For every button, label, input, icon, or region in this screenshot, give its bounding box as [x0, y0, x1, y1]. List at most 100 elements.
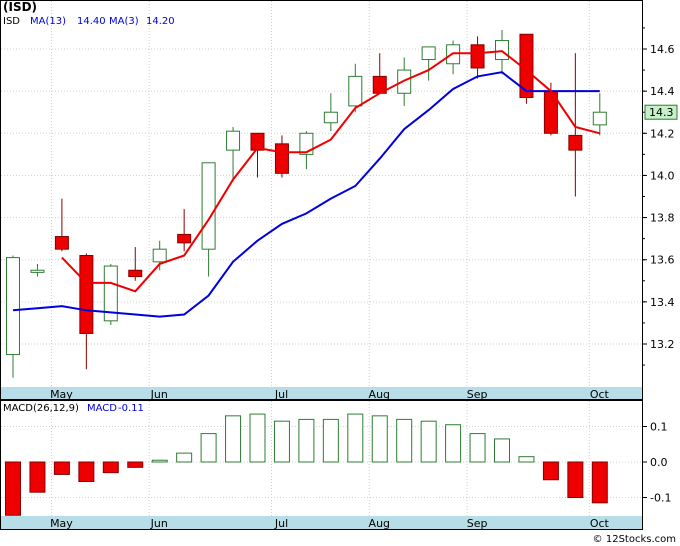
macd-x-axis-band	[1, 516, 642, 529]
candle-body	[470, 44, 485, 69]
candle-body	[495, 40, 509, 61]
macd-x-tick-label: Jul	[274, 517, 288, 530]
macd-bar	[469, 433, 486, 463]
price-y-tick-label: 14.6	[650, 43, 675, 56]
macd-bar	[53, 461, 70, 475]
candle	[470, 36, 485, 79]
candle	[54, 198, 69, 252]
candle	[372, 53, 387, 94]
macd-series-label: MACD(26,12,9)	[3, 403, 79, 414]
candle-body	[226, 130, 241, 151]
macd-legend-value: -0.11	[118, 403, 144, 414]
price-x-axis-band	[1, 387, 642, 399]
price-y-axis-ticks: 13.2 13.4 13.6 13.8 14.0 14.2 14.4 14.6	[642, 27, 675, 366]
last-price-value: 14.3	[649, 106, 674, 119]
macd-bar	[151, 459, 168, 463]
candle-body	[568, 134, 583, 151]
price-y-tick-label: 14.4	[650, 85, 675, 98]
price-y-tick-label: 13.6	[650, 254, 675, 267]
candle-body	[250, 132, 265, 151]
price-x-tick-label: Jun	[150, 388, 168, 401]
footer-credit: © 12Stocks.com	[593, 534, 676, 545]
candle-body	[103, 265, 118, 322]
candle	[103, 263, 118, 326]
ma3-line	[61, 50, 601, 293]
price-x-tick-label: May	[50, 388, 73, 401]
macd-bar	[518, 456, 535, 463]
macd-bar	[420, 420, 437, 463]
macd-x-tick-label: Jun	[150, 517, 168, 530]
candle	[592, 93, 607, 136]
candle-body	[152, 248, 167, 263]
candle-body	[274, 143, 289, 174]
price-x-axis-labels: May Jun Jul Aug Sep Oct	[50, 388, 609, 401]
candle-body	[30, 269, 45, 273]
candle	[79, 253, 94, 370]
candlestick-series	[6, 30, 607, 378]
candle-body	[201, 162, 216, 250]
candle-body	[421, 46, 436, 61]
candle	[226, 126, 241, 182]
macd-gridlines	[1, 401, 642, 516]
price-x-tick-label: Oct	[590, 388, 610, 401]
candle-body	[128, 269, 143, 278]
symbol-label: ISD	[3, 16, 20, 27]
price-x-tick-label: Sep	[467, 388, 488, 401]
macd-bar	[273, 420, 290, 463]
candle-body	[592, 111, 607, 126]
candle-body	[323, 111, 338, 124]
candle	[250, 132, 265, 178]
candle	[323, 93, 338, 132]
ma13-legend-value: 14.40	[77, 16, 106, 27]
macd-bar	[567, 461, 584, 498]
price-panel-frame	[0, 0, 643, 400]
macd-bar	[542, 461, 559, 481]
macd-bar	[225, 415, 242, 463]
candle	[177, 209, 192, 252]
macd-x-tick-label: Oct	[590, 517, 610, 530]
price-y-tick-label: 13.4	[650, 296, 675, 309]
ma3-legend-name: MA(3)	[109, 16, 139, 27]
last-price-tag: 14.3	[644, 104, 678, 120]
candle	[421, 46, 436, 81]
macd-bar	[200, 433, 217, 463]
macd-y-tick-label: -0.1	[650, 492, 671, 505]
macd-y-tick-label: 0.0	[650, 456, 668, 469]
macd-bar	[127, 461, 144, 468]
price-y-tick-label: 13.8	[650, 212, 675, 225]
candle	[568, 53, 583, 197]
price-y-tick-label: 14.0	[650, 169, 675, 182]
price-x-tick-label: Aug	[369, 388, 390, 401]
price-x-tick-label: Jul	[274, 388, 288, 401]
macd-x-tick-label: May	[50, 517, 73, 530]
macd-bar	[494, 438, 510, 463]
macd-bar	[371, 415, 388, 463]
chart-title: (ISD)	[3, 0, 37, 14]
candle	[348, 63, 363, 113]
macd-y-tick-label: 0.1	[650, 421, 668, 434]
macd-x-tick-label: Sep	[467, 517, 488, 530]
candle-body	[177, 233, 192, 244]
macd-x-axis-labels: May Jun Jul Aug Sep Oct	[50, 517, 609, 530]
macd-legend-name: MACD	[87, 403, 117, 414]
macd-histogram	[5, 413, 608, 516]
macd-bar	[29, 461, 46, 493]
macd-x-tick-label: Aug	[369, 517, 390, 530]
macd-bar	[322, 418, 339, 463]
ma3-legend-value: 14.20	[146, 16, 175, 27]
macd-bar	[445, 424, 462, 463]
candle	[128, 247, 143, 281]
macd-bar	[102, 461, 119, 474]
ma13-line	[12, 71, 600, 318]
macd-bar	[5, 461, 21, 516]
macd-y-axis-ticks: 0.1 0.0 -0.1	[642, 421, 671, 505]
candle	[299, 131, 314, 170]
macd-bar	[347, 413, 364, 463]
ma13-legend-name: MA(13)	[30, 16, 66, 27]
macd-bar	[249, 413, 266, 463]
macd-bar	[78, 461, 95, 483]
macd-bar	[176, 452, 193, 463]
macd-bar	[591, 461, 608, 504]
candle-body	[54, 236, 69, 250]
